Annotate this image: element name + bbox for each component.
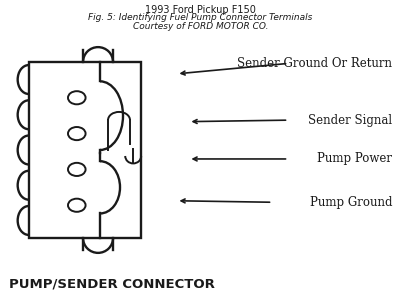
Circle shape [68, 127, 85, 140]
Text: Fig. 5: Identifying Fuel Pump Connector Terminals: Fig. 5: Identifying Fuel Pump Connector … [88, 13, 313, 22]
Text: Sender Signal: Sender Signal [308, 114, 392, 127]
Circle shape [68, 163, 85, 176]
Bar [28, 62, 141, 238]
Text: PUMP/SENDER CONNECTOR: PUMP/SENDER CONNECTOR [9, 277, 215, 290]
Text: Pump Ground: Pump Ground [310, 196, 392, 209]
Text: 1993 Ford Pickup F150: 1993 Ford Pickup F150 [145, 5, 256, 15]
Text: Sender Ground Or Return: Sender Ground Or Return [237, 57, 392, 70]
Circle shape [68, 91, 85, 104]
Text: Pump Power: Pump Power [317, 152, 392, 166]
Text: Courtesy of FORD MOTOR CO.: Courtesy of FORD MOTOR CO. [133, 22, 268, 31]
Circle shape [68, 199, 85, 212]
